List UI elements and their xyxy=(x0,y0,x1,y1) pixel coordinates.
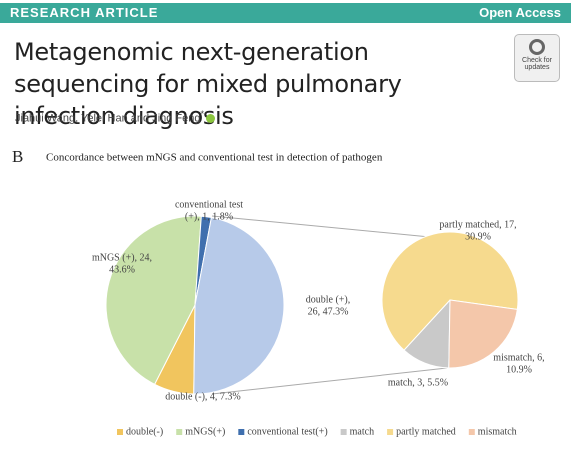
legend-label: mismatch xyxy=(478,426,517,437)
legend-swatch xyxy=(176,429,183,435)
data-label: 43.6% xyxy=(109,264,135,275)
legend-label: double(-) xyxy=(126,426,163,437)
pie-slice xyxy=(193,216,285,395)
article-type: RESEARCH ARTICLE xyxy=(10,5,159,20)
legend-swatch xyxy=(238,429,245,435)
legend-label: mNGS(+) xyxy=(185,426,225,437)
orcid-icon[interactable] xyxy=(206,113,216,123)
data-label: double (+), xyxy=(306,294,351,305)
pie-slice xyxy=(105,215,202,385)
chart-title: Concordance between mNGS and conventiona… xyxy=(46,152,383,164)
author-list[interactable]: Jiahui Wang, Yelei Han and Jing Feng xyxy=(15,112,201,125)
data-label: 10.9% xyxy=(506,364,532,375)
data-label: partly matched, 17, xyxy=(439,219,516,230)
legend-swatch xyxy=(117,429,123,435)
legend-label: conventional test(+) xyxy=(247,426,327,437)
connector-line xyxy=(211,367,448,395)
open-access[interactable]: Open Access xyxy=(479,5,561,20)
pie-slice xyxy=(381,231,519,351)
chart: B Concordance between mNGS and conventio… xyxy=(12,147,545,437)
check-updates-badge[interactable]: Check for updates xyxy=(514,34,560,82)
data-label: conventional test xyxy=(175,199,243,210)
data-label: (+), 1, 1.8% xyxy=(185,211,233,222)
data-label: mNGS (+), 24, xyxy=(92,252,152,263)
author-mark: * xyxy=(200,109,205,119)
data-label: double (-), 4, 7.3% xyxy=(165,391,241,402)
figure-label: B xyxy=(12,147,23,166)
authors: Jiahui Wang, Yelei Han and Jing Feng* xyxy=(15,109,216,125)
connector-line xyxy=(211,215,441,239)
data-label: match, 3, 5.5% xyxy=(388,377,448,388)
legend-swatch xyxy=(340,429,347,435)
badge-icon xyxy=(529,39,545,55)
legend-label: partly matched xyxy=(396,426,456,437)
paper-title: Metagenomic next-generation sequencing f… xyxy=(14,38,402,130)
data-label: mismatch, 6, xyxy=(493,352,544,363)
data-label: 26, 47.3% xyxy=(308,306,349,317)
legend-swatch xyxy=(387,429,394,435)
legend-swatch xyxy=(468,429,475,435)
data-label: 30.9% xyxy=(465,231,491,242)
badge-text: Check for updates xyxy=(522,57,552,71)
legend-label: match xyxy=(350,426,374,437)
banner: RESEARCH ARTICLE Open Access xyxy=(0,3,571,23)
pie-slice xyxy=(448,299,518,369)
